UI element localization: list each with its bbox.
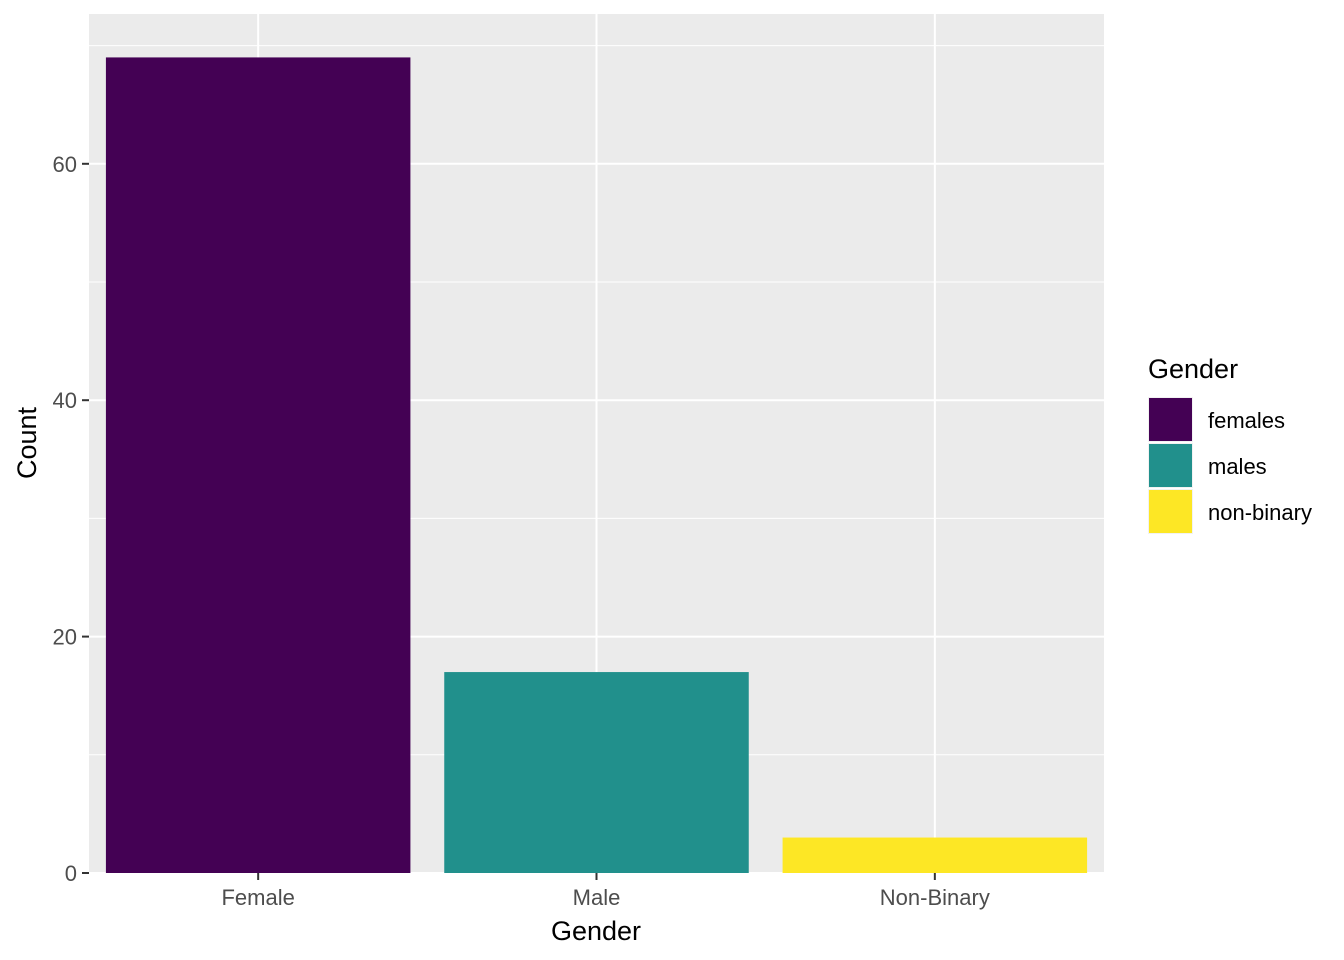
- x-tick-label: Female: [221, 885, 294, 910]
- y-axis-title: Count: [12, 406, 42, 479]
- bar-male: [444, 672, 749, 873]
- legend-swatch: [1149, 444, 1192, 487]
- x-axis-title: Gender: [551, 916, 641, 946]
- x-tick-label: Male: [573, 885, 621, 910]
- bar-female: [105, 57, 411, 874]
- legend-title: Gender: [1148, 354, 1238, 384]
- bar-non-binary: [782, 837, 1088, 873]
- x-axis: Female Male Non-Binary: [221, 873, 990, 910]
- x-tick-label: Non-Binary: [880, 885, 990, 910]
- y-tick-label: 20: [53, 625, 77, 650]
- y-tick-label: 60: [53, 152, 77, 177]
- y-tick-label: 0: [65, 861, 77, 886]
- legend-swatch: [1149, 490, 1192, 533]
- legend-swatch: [1149, 398, 1192, 441]
- legend-label: females: [1208, 408, 1285, 433]
- y-axis: 0 20 40 60: [53, 152, 89, 886]
- bars: [105, 57, 1088, 874]
- legend: Gender females males non-binary: [1148, 354, 1312, 534]
- legend-label: males: [1208, 454, 1267, 479]
- legend-label: non-binary: [1208, 500, 1312, 525]
- y-tick-label: 40: [53, 388, 77, 413]
